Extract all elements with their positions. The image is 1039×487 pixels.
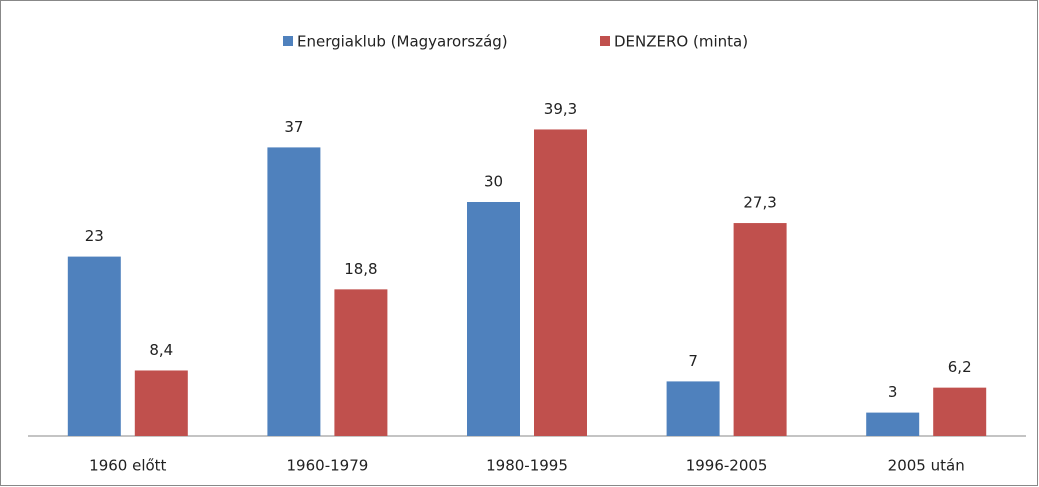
legend-label: Energiaklub (Magyarország) <box>297 33 508 51</box>
data-label: 23 <box>85 227 104 245</box>
data-label: 18,8 <box>344 260 377 278</box>
legend-label: DENZERO (minta) <box>614 33 748 51</box>
bar <box>134 370 188 436</box>
x-tick-label: 1960-1979 <box>287 457 369 475</box>
data-label: 6,2 <box>948 358 972 376</box>
bar <box>866 412 920 436</box>
data-label: 7 <box>688 352 698 370</box>
bar <box>334 289 388 436</box>
legend-swatch <box>600 36 610 46</box>
data-label: 27,3 <box>743 194 776 212</box>
bar <box>67 256 121 436</box>
bar <box>733 223 787 436</box>
data-label: 39,3 <box>544 100 577 118</box>
bar <box>467 202 520 436</box>
x-tick-label: 2005 után <box>888 457 965 475</box>
x-tick-label: 1996-2005 <box>686 457 768 475</box>
bar <box>666 381 720 436</box>
bar <box>933 387 987 436</box>
legend-swatch <box>283 36 293 46</box>
data-label: 37 <box>284 118 303 136</box>
x-tick-label: 1960 előtt <box>89 457 166 475</box>
data-label: 8,4 <box>149 341 173 359</box>
x-tick-label: 1980-1995 <box>486 457 568 475</box>
data-label: 3 <box>888 383 898 401</box>
data-label: 30 <box>484 173 503 191</box>
bar <box>534 129 587 436</box>
bar <box>267 147 321 436</box>
